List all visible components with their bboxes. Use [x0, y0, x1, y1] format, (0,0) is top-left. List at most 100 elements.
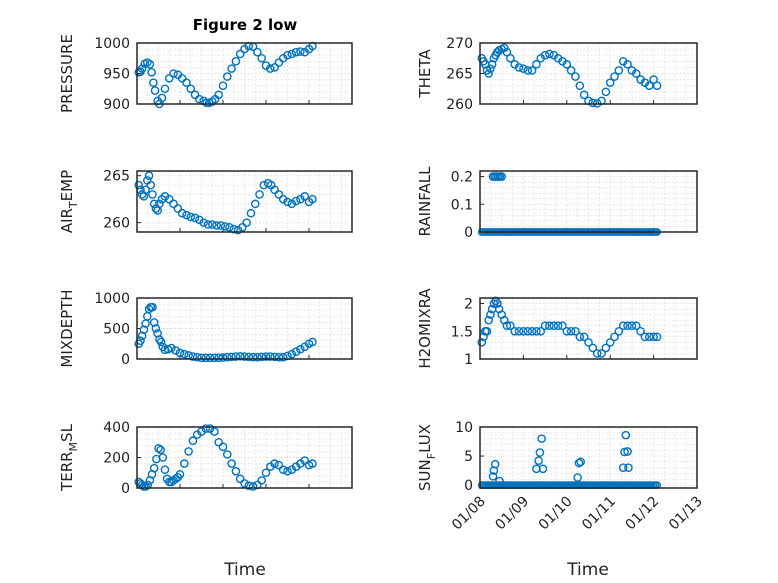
data-point	[519, 326, 528, 336]
data-point	[201, 424, 211, 433]
data-point	[164, 194, 174, 204]
axes-frame	[479, 170, 698, 233]
data-point	[652, 332, 662, 342]
data-point	[137, 331, 147, 341]
data-point	[579, 332, 589, 342]
data-point	[220, 222, 230, 231]
data-point	[177, 74, 187, 83]
data-point	[218, 442, 228, 452]
data-point	[308, 194, 317, 204]
data-point	[246, 208, 256, 218]
y-axis-label: PRESSURE	[58, 34, 76, 113]
data-point	[537, 434, 546, 443]
axes-frame	[136, 42, 353, 105]
data-point	[158, 453, 168, 462]
data-point	[610, 332, 619, 342]
data-point	[164, 74, 174, 83]
data-point	[210, 427, 219, 436]
data-point	[235, 351, 245, 361]
data-point	[137, 64, 147, 73]
data-point	[173, 204, 183, 213]
data-point	[186, 84, 196, 94]
data-point	[212, 221, 221, 230]
y-tick-label: 0.1	[451, 197, 473, 213]
data-point	[510, 326, 520, 336]
data-point	[278, 352, 288, 362]
data-point	[274, 190, 284, 199]
data-point	[566, 326, 576, 336]
data-point	[216, 221, 226, 230]
data-point	[274, 352, 284, 362]
data-point	[490, 459, 500, 469]
data-point	[523, 66, 533, 75]
data-point	[265, 64, 275, 73]
data-point	[139, 325, 149, 335]
y-tick-label: 950	[103, 67, 130, 83]
data-point	[201, 353, 211, 363]
data-point	[495, 476, 504, 486]
data-point	[149, 318, 159, 327]
data-point	[278, 194, 288, 204]
data-point	[149, 199, 159, 209]
data-point	[214, 90, 223, 100]
data-point	[184, 447, 193, 456]
data-point	[214, 353, 223, 363]
data-point	[623, 321, 632, 331]
y-tick-label: 10	[455, 420, 473, 436]
data-point	[151, 324, 161, 333]
x-tick-label: 01/12	[623, 494, 663, 534]
data-point	[156, 445, 165, 455]
data-point	[549, 321, 559, 331]
data-point	[270, 63, 279, 72]
data-point	[588, 98, 598, 108]
data-point	[287, 349, 297, 359]
data-point	[197, 353, 206, 363]
data-point	[235, 474, 245, 484]
y-tick-label: 265	[103, 169, 130, 185]
data-point	[486, 64, 495, 73]
data-point	[493, 299, 502, 308]
data-point	[253, 352, 262, 362]
data-point	[270, 185, 279, 195]
data-point	[618, 463, 628, 472]
y-axis-label: MIXDEPTH	[58, 289, 76, 367]
x-tick-label: 01/08	[449, 494, 489, 534]
data-point	[179, 459, 189, 468]
data-point	[540, 50, 550, 60]
axes-frame	[479, 42, 698, 105]
subplot-theta: 260 265 270 THETA	[416, 36, 698, 113]
data-point	[308, 337, 317, 347]
data-point	[566, 66, 576, 75]
data-point	[257, 53, 267, 63]
axes-frame	[479, 426, 698, 489]
data-point	[238, 223, 247, 232]
x-axis-label-right: Time	[566, 560, 609, 580]
data-point	[588, 343, 598, 353]
axes-frame	[136, 426, 353, 489]
data-point	[179, 349, 189, 359]
y-tick-label: 1.5	[451, 324, 473, 340]
x-axis-label-left: Time	[223, 560, 266, 580]
data-point	[527, 326, 537, 336]
y-tick-label: 260	[103, 216, 130, 232]
data-point	[190, 90, 200, 100]
data-point	[623, 60, 632, 69]
data-point	[575, 81, 585, 90]
data-point	[253, 47, 262, 57]
data-point	[532, 326, 541, 336]
data-point	[287, 199, 297, 209]
data-point	[188, 352, 198, 361]
data-point	[244, 352, 254, 362]
data-point	[141, 185, 150, 195]
data-point	[601, 343, 611, 353]
data-point	[265, 352, 275, 361]
data-point	[506, 53, 515, 63]
y-tick-label: 0	[121, 481, 130, 497]
data-point	[514, 326, 524, 336]
data-point	[233, 225, 243, 235]
data-point	[195, 215, 204, 225]
data-point	[536, 326, 546, 336]
data-point	[225, 223, 234, 232]
data-point	[592, 349, 602, 358]
